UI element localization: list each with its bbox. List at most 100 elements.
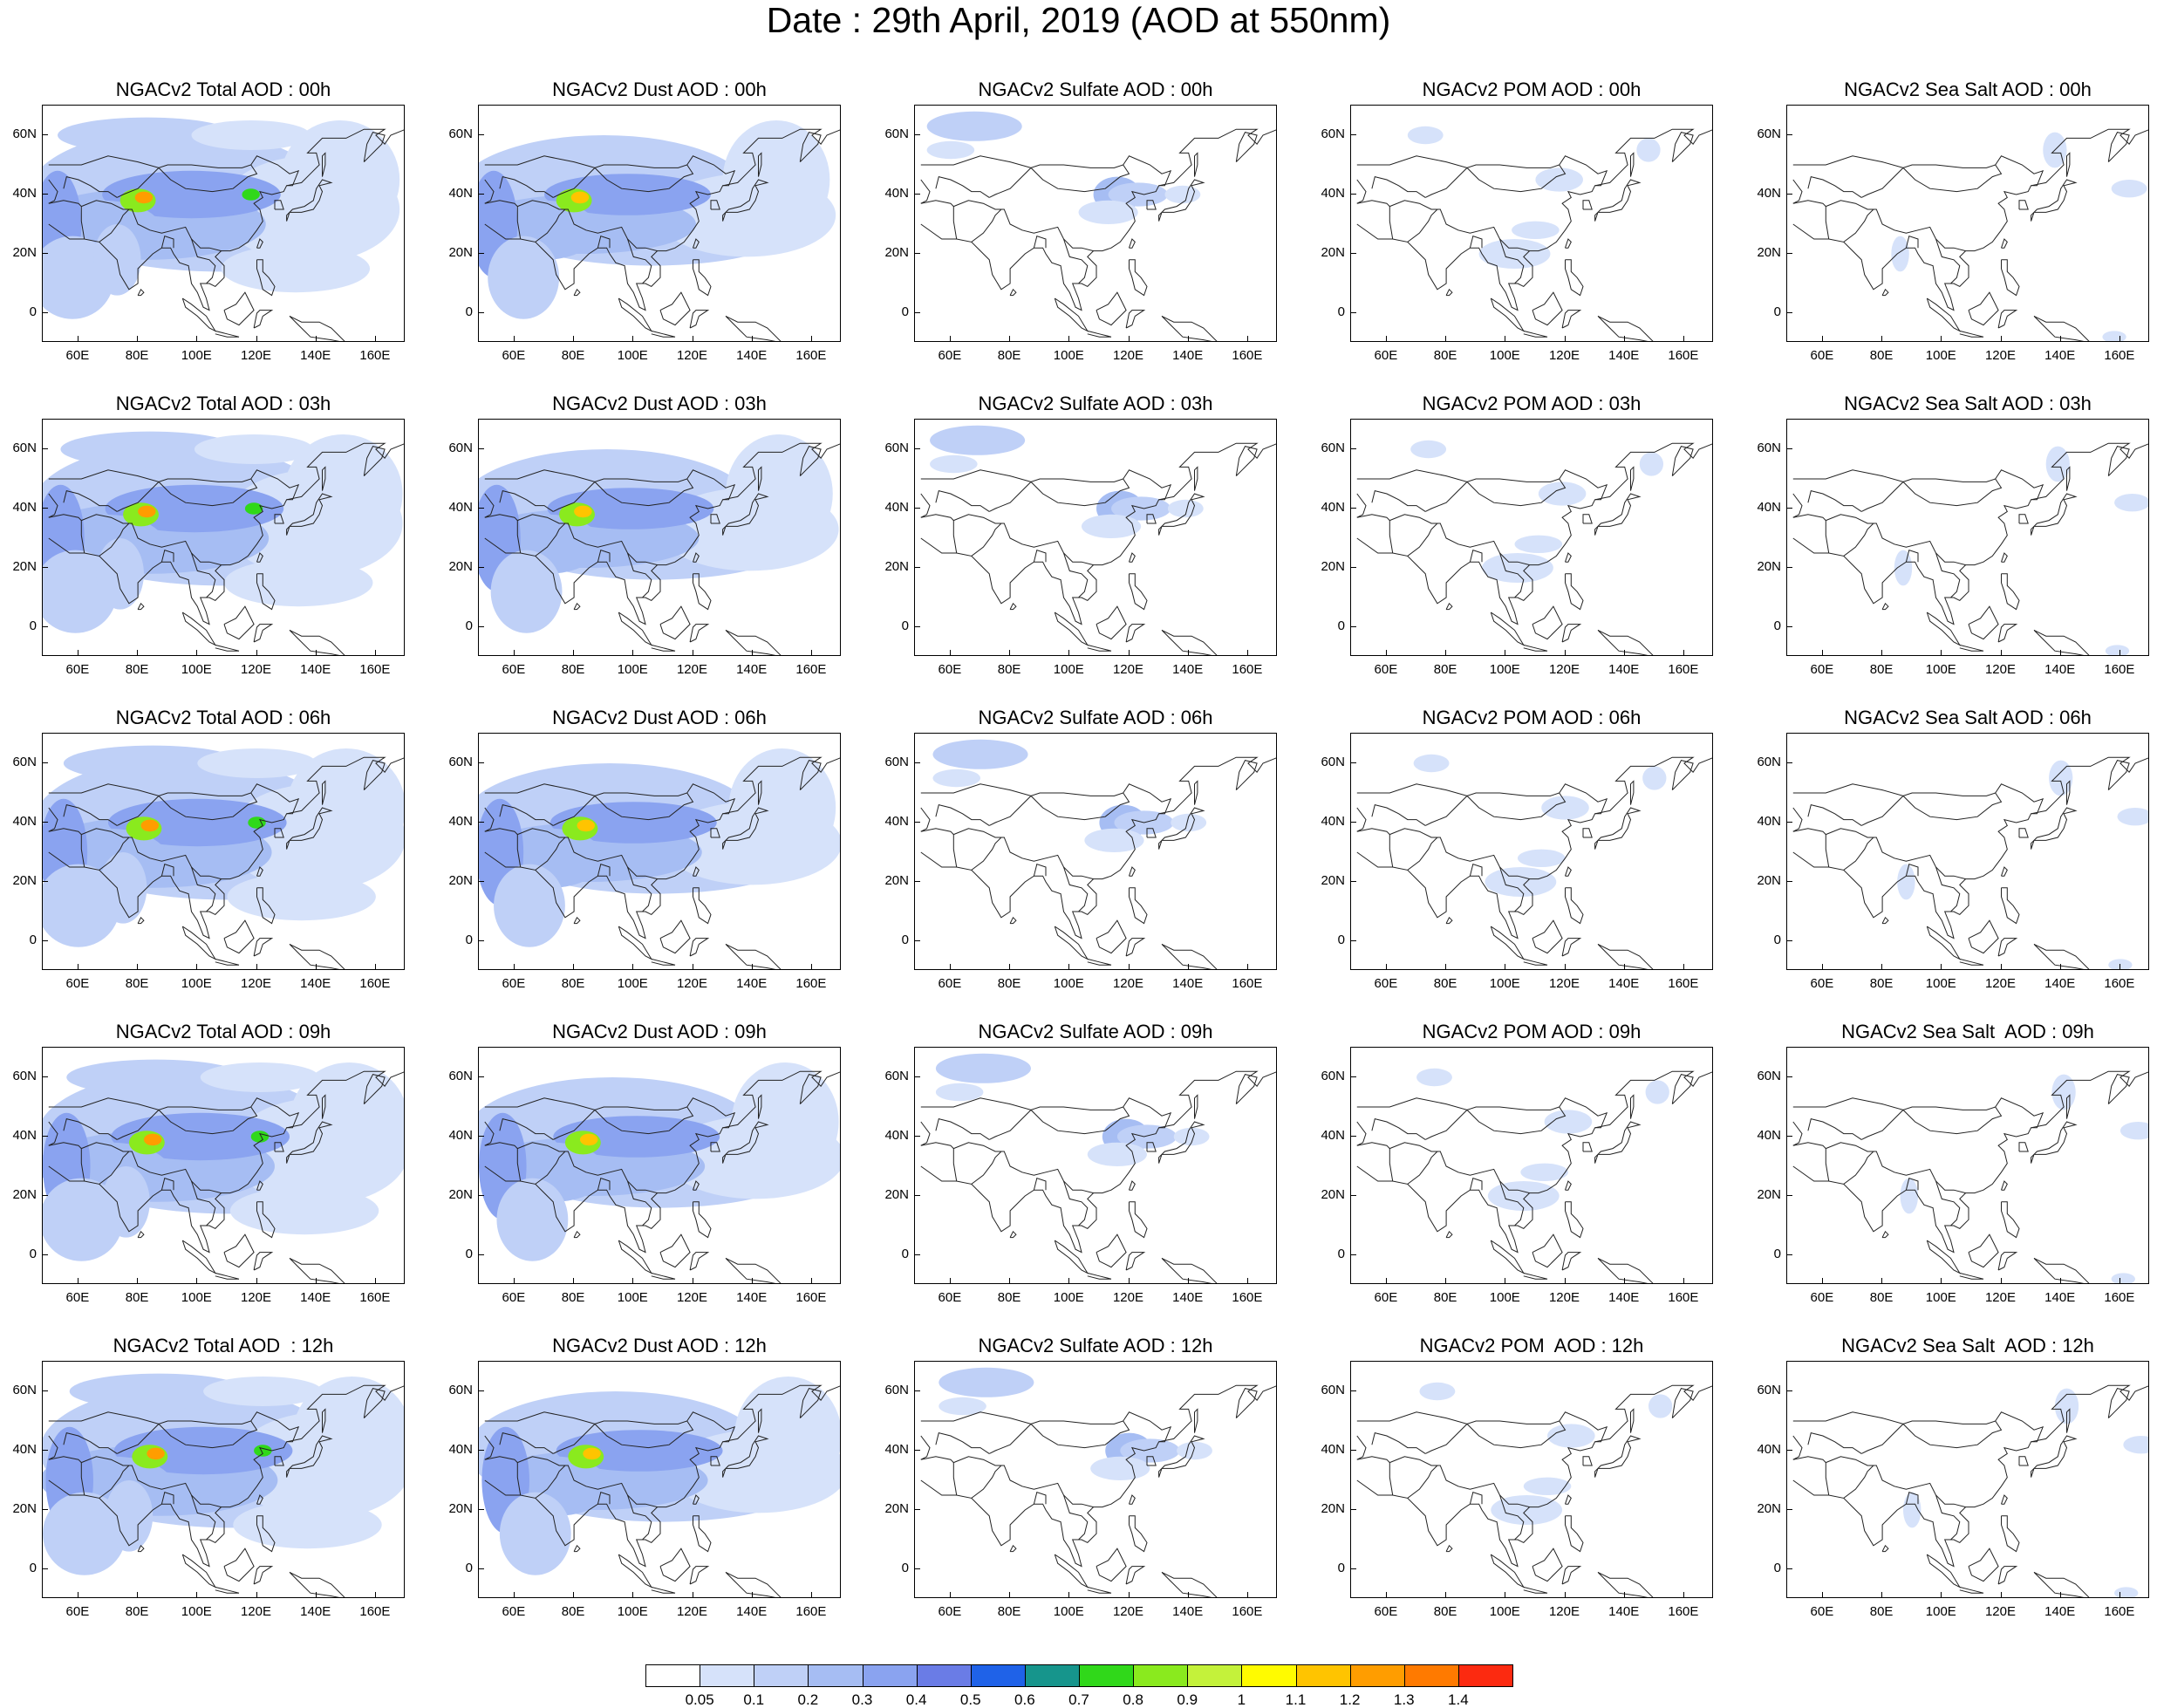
panel-title: NGACv2 Sulfate AOD : 03h — [978, 393, 1213, 414]
lat-tick-mark — [1786, 1254, 1792, 1255]
lon-tick-label: 160E — [1668, 976, 1699, 991]
coastline — [137, 1230, 145, 1239]
country-border — [920, 783, 1172, 815]
lat-tick-mark — [1350, 134, 1356, 135]
coastline — [1997, 938, 2018, 957]
coastline — [1594, 1435, 1642, 1478]
map-plot-area — [42, 419, 405, 656]
lon-tick-label: 60E — [1810, 1604, 1834, 1619]
lat-tick-label: 0 — [1773, 618, 1781, 633]
panel-title: NGACv2 Dust AOD : 12h — [552, 1335, 767, 1356]
country-border — [116, 796, 160, 826]
country-border — [1499, 238, 1525, 284]
aod-shade-region — [1171, 813, 1207, 832]
lon-tick-label: 120E — [1548, 662, 1580, 677]
coastline — [1096, 1547, 1127, 1582]
lon-tick-mark — [1187, 650, 1189, 656]
aod-map — [920, 1053, 1276, 1283]
aod-shade-region — [254, 1445, 272, 1457]
lon-tick-label: 100E — [181, 1604, 212, 1619]
panel-title: NGACv2 Dust AOD : 00h — [552, 79, 767, 100]
lon-tick-mark — [573, 1278, 575, 1284]
country-border — [516, 834, 522, 868]
coastline — [1490, 611, 1526, 646]
coastline — [1356, 1121, 1367, 1146]
coastline — [693, 1180, 700, 1191]
lon-tick-label: 160E — [1232, 1290, 1263, 1305]
aod-shade-region — [2111, 1273, 2135, 1283]
coastline — [48, 756, 404, 939]
lat-tick-mark — [42, 626, 48, 627]
coastline — [1146, 1142, 1157, 1152]
country-border — [1792, 469, 2044, 501]
lat-tick-label: 60N — [1757, 126, 1781, 141]
country-border — [1030, 478, 1130, 507]
coastline — [1792, 442, 2148, 625]
aod-shade-region — [1485, 867, 1557, 897]
aod-map — [43, 1373, 404, 1597]
aod-shade-region — [1514, 535, 1563, 553]
lon-tick-label: 140E — [1172, 976, 1204, 991]
country-border — [920, 1142, 954, 1149]
lat-tick-label: 40N — [884, 1442, 909, 1457]
country-border — [1902, 1106, 2003, 1135]
coastline — [215, 958, 240, 966]
lat-tick-label: 20N — [1757, 873, 1781, 888]
lon-tick-label: 100E — [617, 1604, 648, 1619]
aod-shade-region — [939, 1367, 1034, 1397]
lon-tick-label: 100E — [1053, 348, 1084, 363]
aod-shade-region — [250, 1131, 270, 1143]
country-border — [517, 1142, 658, 1194]
aod-shade-region — [2054, 1388, 2079, 1424]
lat-tick-mark — [478, 567, 484, 568]
country-border — [1935, 238, 1961, 284]
lat-tick-mark — [1786, 1136, 1792, 1137]
lat-tick-label: 60N — [1757, 1069, 1781, 1083]
coastline — [1445, 1230, 1453, 1239]
lon-tick-mark — [751, 1278, 753, 1284]
country-border — [516, 1462, 522, 1496]
lon-tick-mark — [315, 336, 317, 342]
coastline — [181, 1554, 217, 1588]
map-panel-pom-12h: NGACv2 POM AOD : 12h 60N 40N 20N 0 60E 80E 100E… — [1308, 1333, 1736, 1638]
lon-tick-label: 140E — [1608, 348, 1640, 363]
country-border — [499, 175, 554, 198]
lon-tick-label: 120E — [1548, 1604, 1580, 1619]
country-border — [1063, 1180, 1089, 1226]
coastline — [2031, 1121, 2078, 1164]
country-border — [1424, 1110, 1468, 1140]
coastline — [1129, 552, 1136, 563]
coastline — [799, 1388, 822, 1418]
colorbar-swatch — [1241, 1664, 1297, 1687]
colorbar-swatch — [754, 1664, 809, 1687]
coastline — [181, 297, 217, 332]
lat-tick-mark — [1786, 881, 1792, 882]
lon-tick-label: 60E — [938, 662, 962, 677]
country-border — [627, 1180, 652, 1226]
panel-title: NGACv2 POM AOD : 03h — [1422, 393, 1642, 414]
coastline — [484, 1070, 840, 1254]
coastline — [256, 1515, 276, 1553]
aod-shade-region — [1410, 440, 1447, 459]
country-border — [1389, 200, 1530, 252]
lon-tick-mark — [573, 650, 575, 656]
lon-tick-label: 120E — [240, 348, 272, 363]
country-border — [920, 1456, 954, 1463]
coastline — [920, 1435, 931, 1460]
country-border — [1466, 478, 1567, 507]
lat-tick-mark — [42, 822, 48, 823]
coastline — [1565, 887, 1584, 925]
coastline — [1125, 1566, 1146, 1585]
colorbar-swatch — [1024, 1664, 1080, 1687]
lon-tick-mark — [1385, 336, 1387, 342]
coastline — [1959, 1586, 1984, 1594]
lat-tick-mark — [914, 762, 920, 763]
lat-tick-mark — [42, 312, 48, 313]
map-panel-total-09h: NGACv2 Total AOD : 09h 60N 40N 20N 0 60E 80E 10… — [0, 1019, 427, 1324]
country-border — [1424, 1424, 1468, 1454]
coastline — [1129, 887, 1148, 925]
coastline — [215, 1272, 240, 1280]
coastline — [1087, 330, 1112, 338]
coastline — [2001, 573, 2020, 611]
lon-tick-label: 60E — [1374, 348, 1398, 363]
